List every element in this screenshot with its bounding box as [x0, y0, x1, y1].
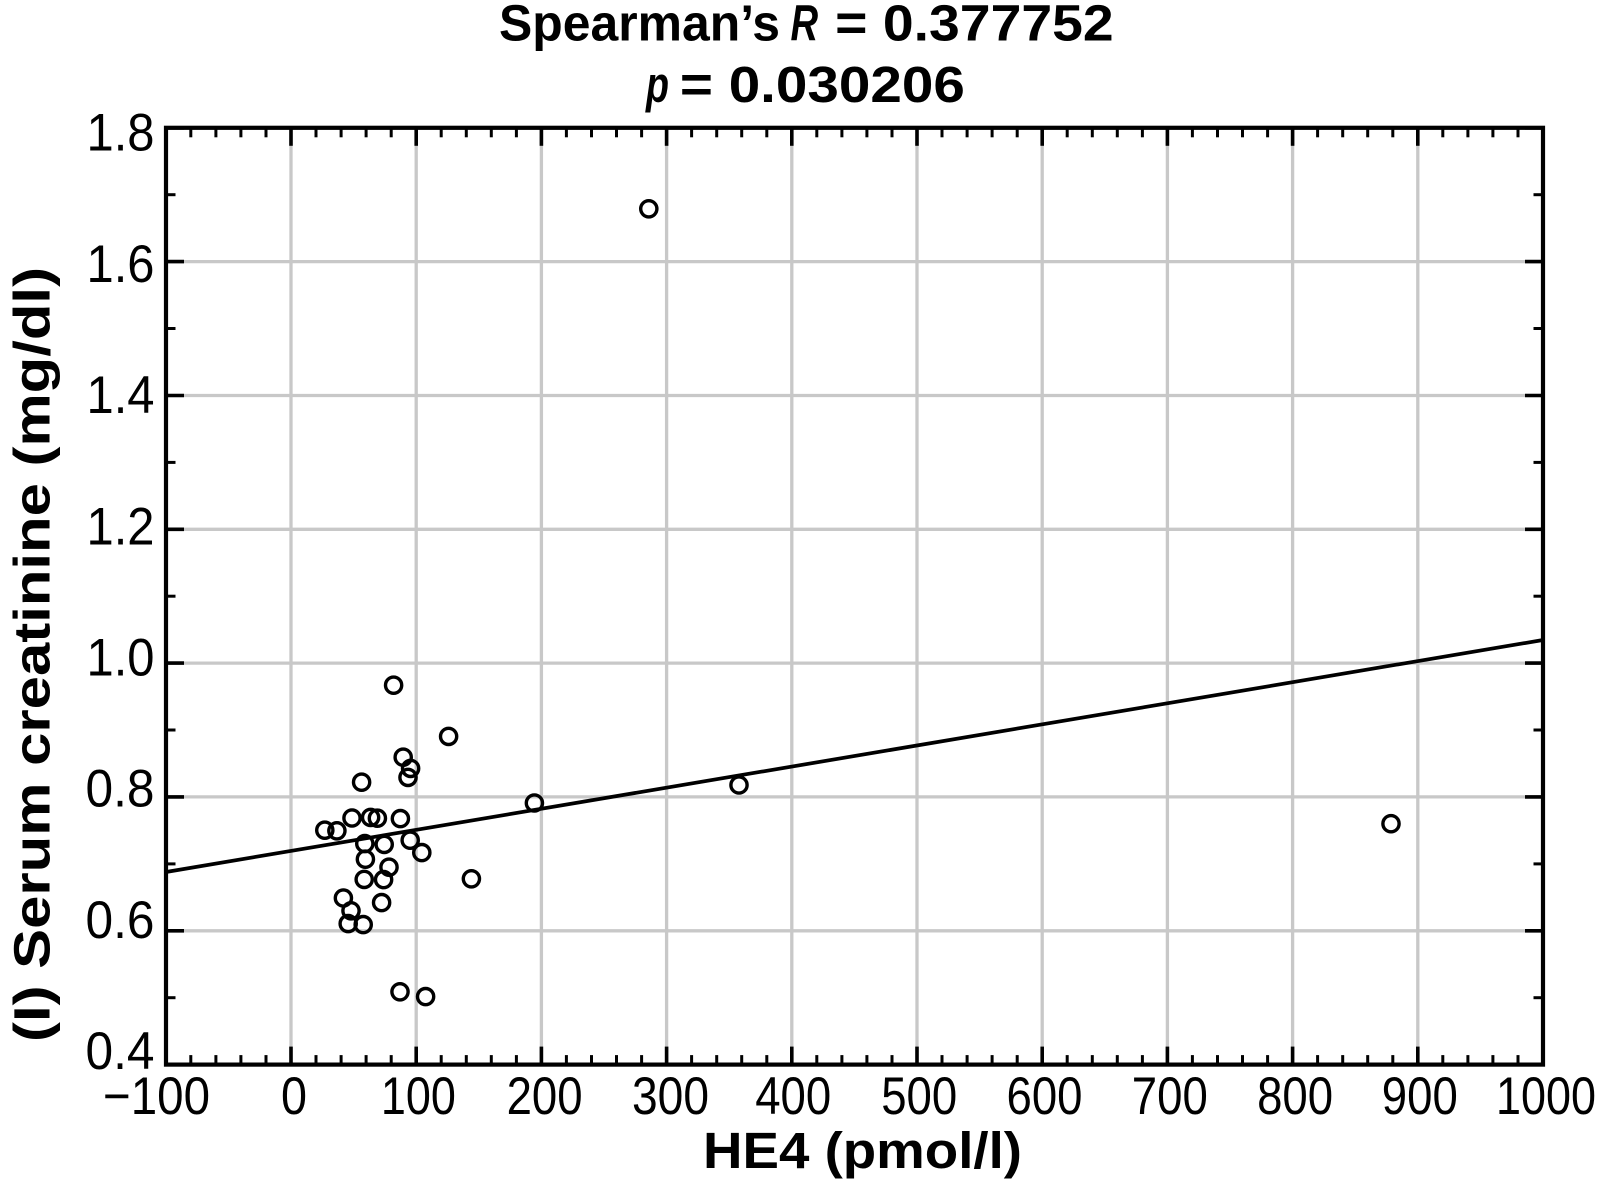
- svg-text:300: 300: [632, 1067, 709, 1126]
- svg-text:0: 0: [281, 1067, 307, 1126]
- svg-text:0.8: 0.8: [86, 760, 155, 819]
- svg-text:1.6: 1.6: [87, 235, 155, 294]
- svg-text:1.8: 1.8: [87, 104, 155, 163]
- svg-text:−100: −100: [103, 1067, 210, 1126]
- svg-text:(I) Serum creatinine (mg/dl): (I) Serum creatinine (mg/dl): [3, 267, 60, 1042]
- svg-text:100: 100: [381, 1067, 456, 1126]
- svg-text:Spearman’s: Spearman’s: [499, 0, 780, 51]
- svg-text:900: 900: [1382, 1067, 1458, 1126]
- svg-text:1.2: 1.2: [87, 497, 155, 556]
- svg-text:0.4: 0.4: [86, 1022, 155, 1081]
- svg-text:1000: 1000: [1496, 1067, 1596, 1126]
- svg-text:HE4 (pmol/l): HE4 (pmol/l): [703, 1122, 1022, 1179]
- svg-text:600: 600: [1007, 1067, 1083, 1126]
- svg-text:800: 800: [1257, 1067, 1333, 1126]
- svg-text:500: 500: [881, 1067, 957, 1126]
- svg-text:= 0.377752: = 0.377752: [835, 0, 1113, 51]
- svg-text:R: R: [791, 0, 819, 51]
- svg-text:0.6: 0.6: [86, 891, 155, 950]
- svg-text:200: 200: [507, 1067, 583, 1126]
- svg-text:= 0.030206: = 0.030206: [680, 56, 965, 113]
- svg-text:1.0: 1.0: [87, 629, 155, 688]
- svg-text:700: 700: [1132, 1067, 1208, 1126]
- svg-text:1.4: 1.4: [87, 366, 155, 425]
- svg-text:400: 400: [755, 1067, 831, 1126]
- svg-text:p: p: [645, 56, 669, 113]
